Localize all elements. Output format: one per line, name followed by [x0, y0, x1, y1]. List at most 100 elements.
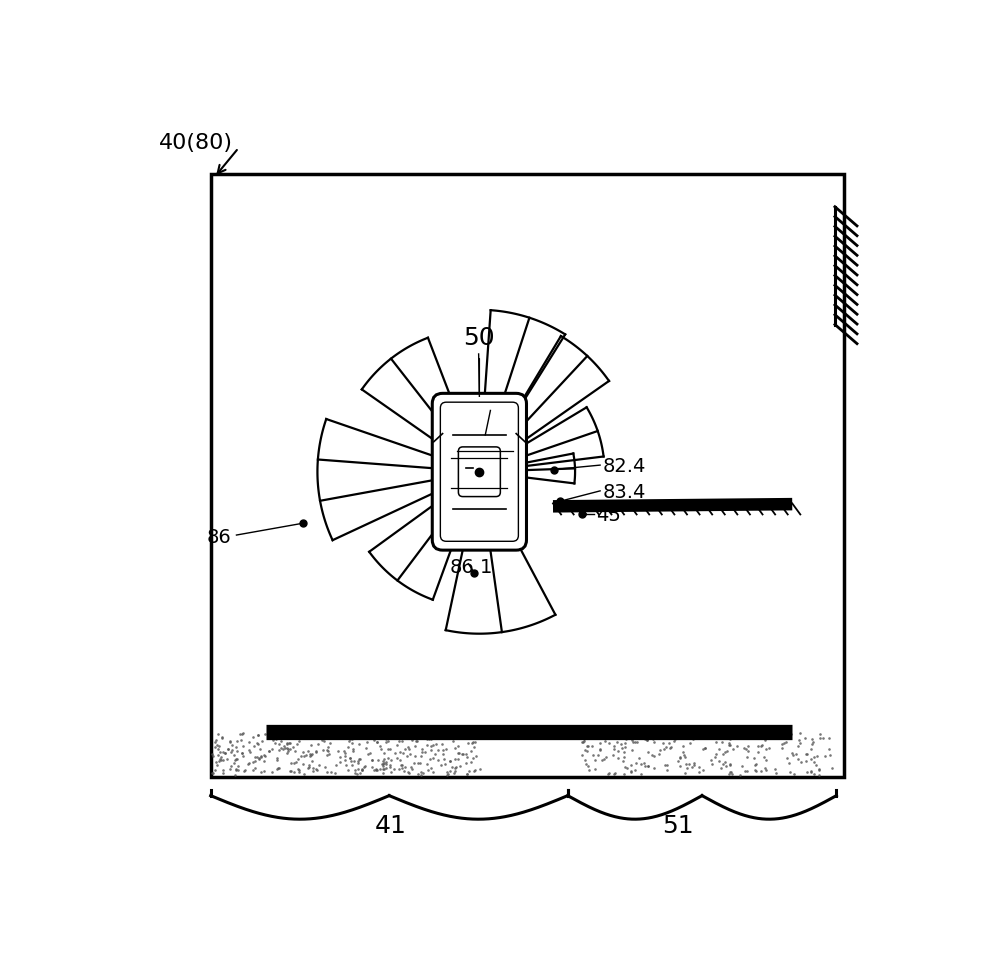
- Point: [602, 728, 618, 743]
- Point: [229, 751, 245, 767]
- Point: [435, 747, 451, 762]
- Point: [245, 762, 261, 777]
- Point: [295, 744, 311, 759]
- FancyBboxPatch shape: [458, 446, 500, 496]
- Point: [703, 727, 719, 742]
- Point: [623, 764, 639, 779]
- Point: [408, 728, 424, 744]
- Point: [755, 726, 771, 741]
- Point: [774, 740, 790, 755]
- Point: [227, 752, 243, 768]
- Text: 45: 45: [596, 507, 621, 526]
- Point: [601, 735, 617, 750]
- Point: [389, 750, 405, 766]
- Point: [280, 743, 296, 758]
- Point: [257, 749, 273, 764]
- Point: [347, 765, 363, 780]
- Point: [655, 735, 671, 750]
- Point: [332, 749, 348, 764]
- Point: [253, 764, 269, 779]
- Point: [291, 762, 307, 777]
- Point: [811, 767, 827, 782]
- Point: [251, 750, 267, 766]
- Point: [300, 760, 316, 775]
- Point: [425, 750, 441, 765]
- Point: [747, 758, 763, 773]
- Point: [404, 761, 420, 776]
- FancyBboxPatch shape: [440, 402, 518, 541]
- Point: [768, 765, 784, 780]
- Point: [679, 761, 695, 776]
- Point: [792, 735, 808, 750]
- Point: [230, 759, 246, 774]
- Point: [454, 747, 470, 762]
- Point: [442, 753, 458, 769]
- Point: [610, 750, 626, 766]
- Point: [337, 748, 353, 763]
- Point: [428, 736, 444, 751]
- Point: [207, 734, 223, 750]
- Point: [629, 734, 645, 750]
- Point: [682, 736, 698, 751]
- Point: [393, 757, 409, 772]
- Point: [715, 747, 731, 762]
- Point: [314, 732, 330, 748]
- Point: [450, 746, 466, 761]
- Point: [433, 758, 449, 773]
- Point: [229, 744, 245, 759]
- Point: [282, 764, 298, 779]
- Point: [247, 753, 263, 769]
- Point: [319, 764, 335, 779]
- Point: [736, 741, 752, 756]
- Point: [584, 739, 600, 754]
- Point: [610, 743, 626, 758]
- Point: [392, 728, 408, 744]
- Point: [684, 760, 700, 775]
- Point: [279, 736, 295, 751]
- Point: [463, 743, 479, 758]
- Point: [378, 731, 394, 747]
- Point: [788, 747, 804, 762]
- Text: 51: 51: [662, 815, 694, 838]
- Point: [707, 750, 723, 765]
- Point: [209, 757, 225, 772]
- Point: [366, 732, 382, 748]
- Point: [311, 757, 327, 772]
- Point: [223, 744, 239, 759]
- Point: [791, 732, 807, 748]
- Point: [375, 758, 391, 773]
- Point: [627, 734, 643, 750]
- Bar: [211, 174, 844, 777]
- Point: [240, 756, 256, 771]
- Point: [576, 733, 592, 749]
- Point: [264, 741, 280, 756]
- Point: [287, 743, 303, 758]
- Point: [310, 736, 326, 751]
- Point: [401, 766, 417, 781]
- Point: [683, 728, 699, 744]
- Point: [350, 753, 366, 769]
- Point: [704, 730, 720, 746]
- Point: [300, 727, 316, 742]
- Point: [662, 740, 678, 755]
- Point: [468, 726, 484, 741]
- Point: [320, 744, 336, 759]
- Point: [790, 750, 806, 766]
- Point: [293, 749, 309, 764]
- Point: [656, 741, 672, 756]
- Point: [675, 739, 691, 754]
- Point: [373, 741, 389, 756]
- Point: [204, 766, 220, 781]
- Point: [288, 726, 304, 741]
- Point: [677, 750, 693, 765]
- Point: [594, 752, 610, 768]
- Point: [273, 741, 289, 756]
- Point: [205, 765, 221, 780]
- Point: [271, 737, 287, 752]
- Point: [302, 749, 318, 764]
- Point: [301, 757, 317, 772]
- Point: [799, 746, 815, 761]
- Point: [401, 726, 417, 741]
- Point: [721, 738, 737, 753]
- Point: [249, 750, 265, 765]
